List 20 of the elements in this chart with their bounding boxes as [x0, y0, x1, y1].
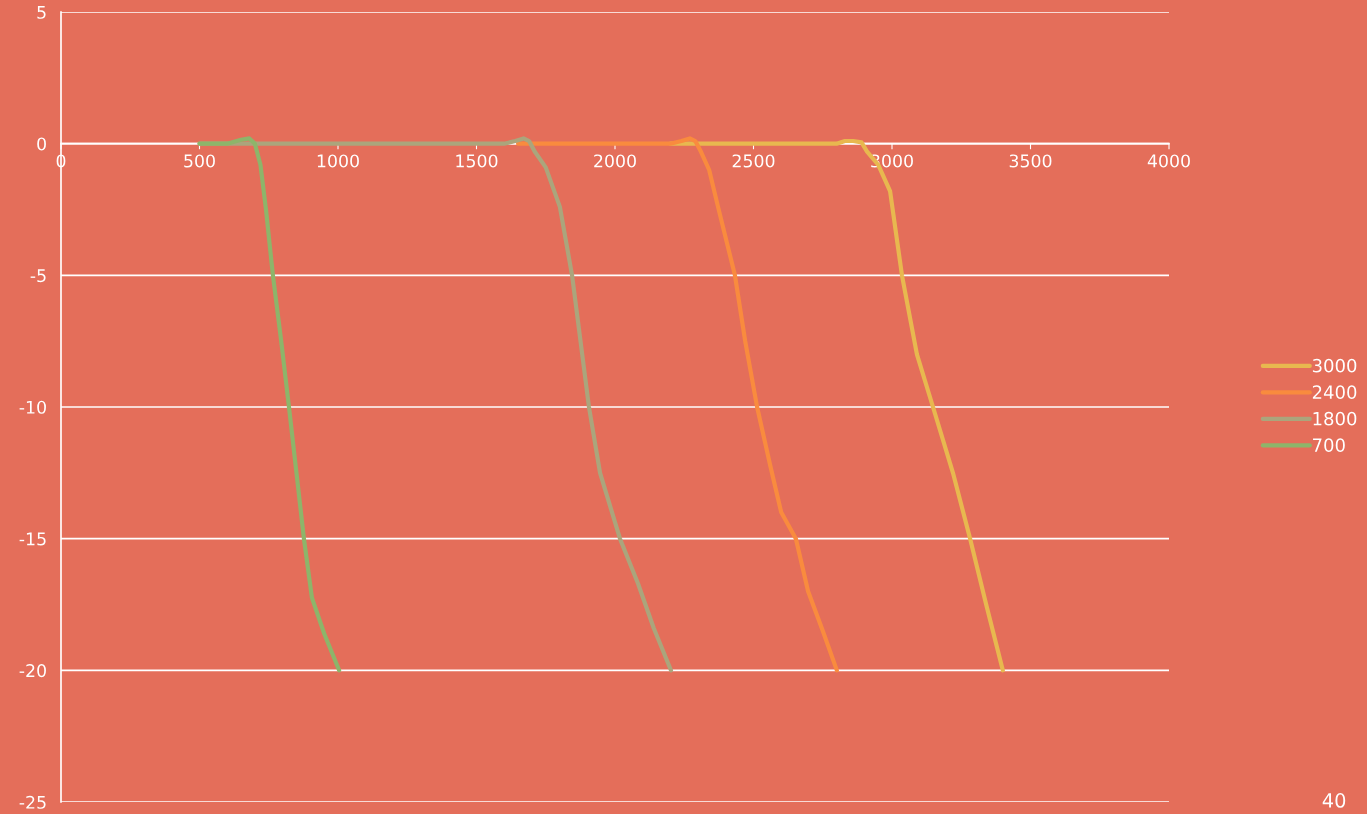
- y-tick-label: 0: [37, 137, 46, 151]
- x-tick-label: 4000: [1147, 154, 1190, 168]
- y-tick-label: -25: [19, 795, 46, 809]
- legend-label: 2400: [1312, 385, 1357, 399]
- legend-label: 700: [1313, 438, 1345, 452]
- y-tick-label: -20: [19, 664, 46, 678]
- legend-label: 1800: [1313, 411, 1357, 426]
- x-tick-label: 3500: [1009, 154, 1052, 168]
- line-series: [515, 136, 839, 673]
- legend-label: 3000: [1312, 358, 1357, 373]
- y-tick-label: -10: [19, 400, 46, 414]
- y-tick-label: -5: [30, 269, 46, 283]
- text: 40: [1322, 793, 1346, 808]
- x-tick-label: 1500: [456, 154, 498, 168]
- x-tick-label: 500: [184, 154, 215, 168]
- y-tick-label: -15: [19, 532, 46, 546]
- x-tick-label: 1000: [317, 154, 359, 168]
- y-tick-label: 5: [37, 5, 46, 19]
- x-tick-label: 2000: [594, 154, 636, 168]
- x-tick-label: 2500: [732, 154, 775, 168]
